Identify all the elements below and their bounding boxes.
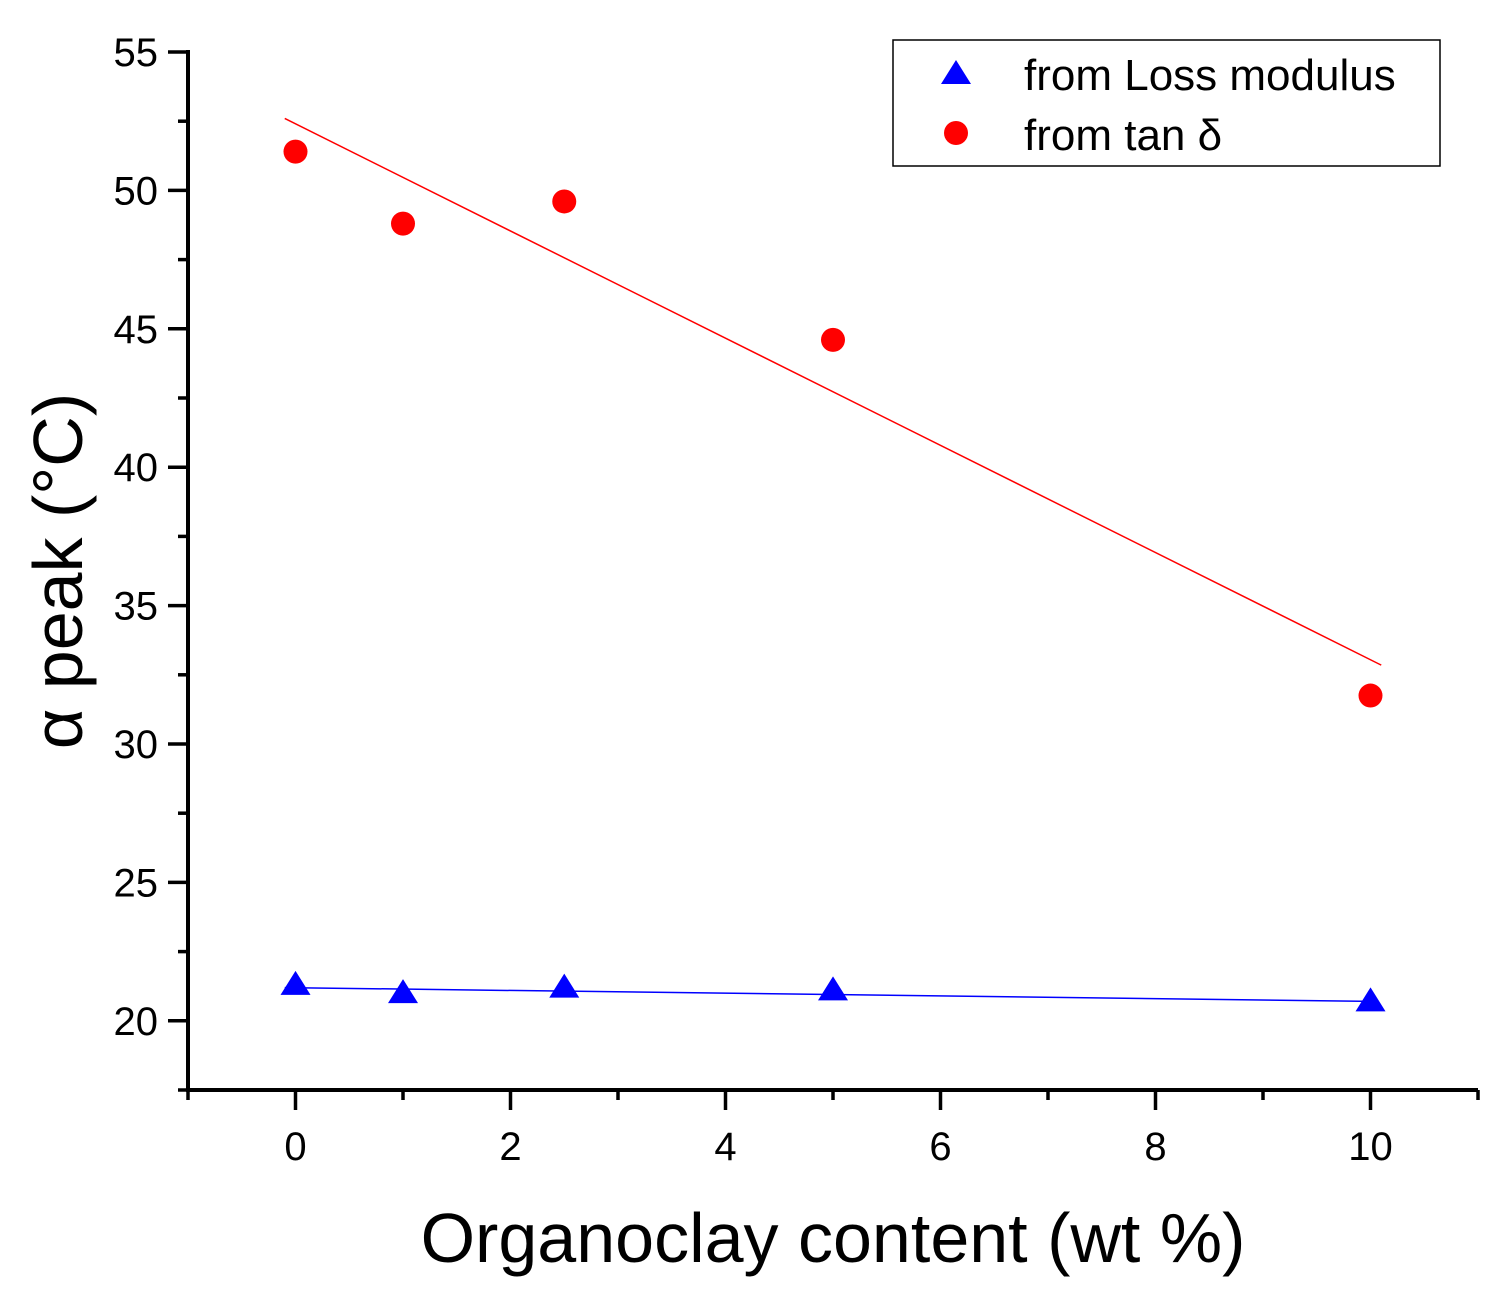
legend-label-loss: from Loss modulus: [1024, 51, 1396, 100]
data-point-circle: [821, 327, 845, 352]
x-tick-label: 0: [284, 1125, 306, 1169]
legend-label-tan: from tan δ: [1024, 111, 1222, 160]
y-axis-label: α peak (°C): [19, 393, 97, 749]
data-point-circle: [1358, 683, 1383, 708]
y-tick-label: 30: [114, 723, 159, 767]
data-point-triangle: [1355, 987, 1386, 1012]
y-tick-label: 50: [114, 169, 159, 213]
x-tick-label: 10: [1348, 1125, 1393, 1169]
legend-circle-icon: [944, 121, 968, 145]
x-tick-label: 2: [499, 1125, 521, 1169]
x-tick-label: 8: [1144, 1125, 1166, 1169]
x-axis-label: Organoclay content (wt %): [421, 1199, 1246, 1277]
axes: 20 25 30 35 40 45 50 55 0 2 4 6 8 10: [114, 31, 1480, 1169]
data-point-circle: [552, 189, 577, 214]
legend: from Loss modulus from tan δ: [892, 39, 1441, 167]
legend-triangle-icon: [941, 60, 971, 84]
data-point-triangle: [280, 970, 311, 995]
y-tick-label: 25: [114, 861, 159, 905]
marks: [280, 117, 1386, 1012]
x-tick-label: 4: [714, 1125, 736, 1169]
y-tick-label: 45: [114, 308, 159, 352]
data-point-triangle: [549, 973, 580, 998]
legend-box: [892, 39, 1441, 167]
data-point-circle: [391, 211, 415, 236]
data-point-triangle: [818, 976, 848, 1001]
y-tick-label: 35: [114, 585, 159, 629]
y-tick-label: 40: [114, 446, 159, 490]
y-tick-label: 20: [114, 1000, 159, 1044]
data-point-triangle: [388, 979, 418, 1004]
fit-line-1: [284, 117, 1382, 666]
y-tick-label: 55: [114, 31, 159, 75]
data-point-circle: [283, 139, 308, 164]
x-tick-label: 6: [929, 1125, 951, 1169]
